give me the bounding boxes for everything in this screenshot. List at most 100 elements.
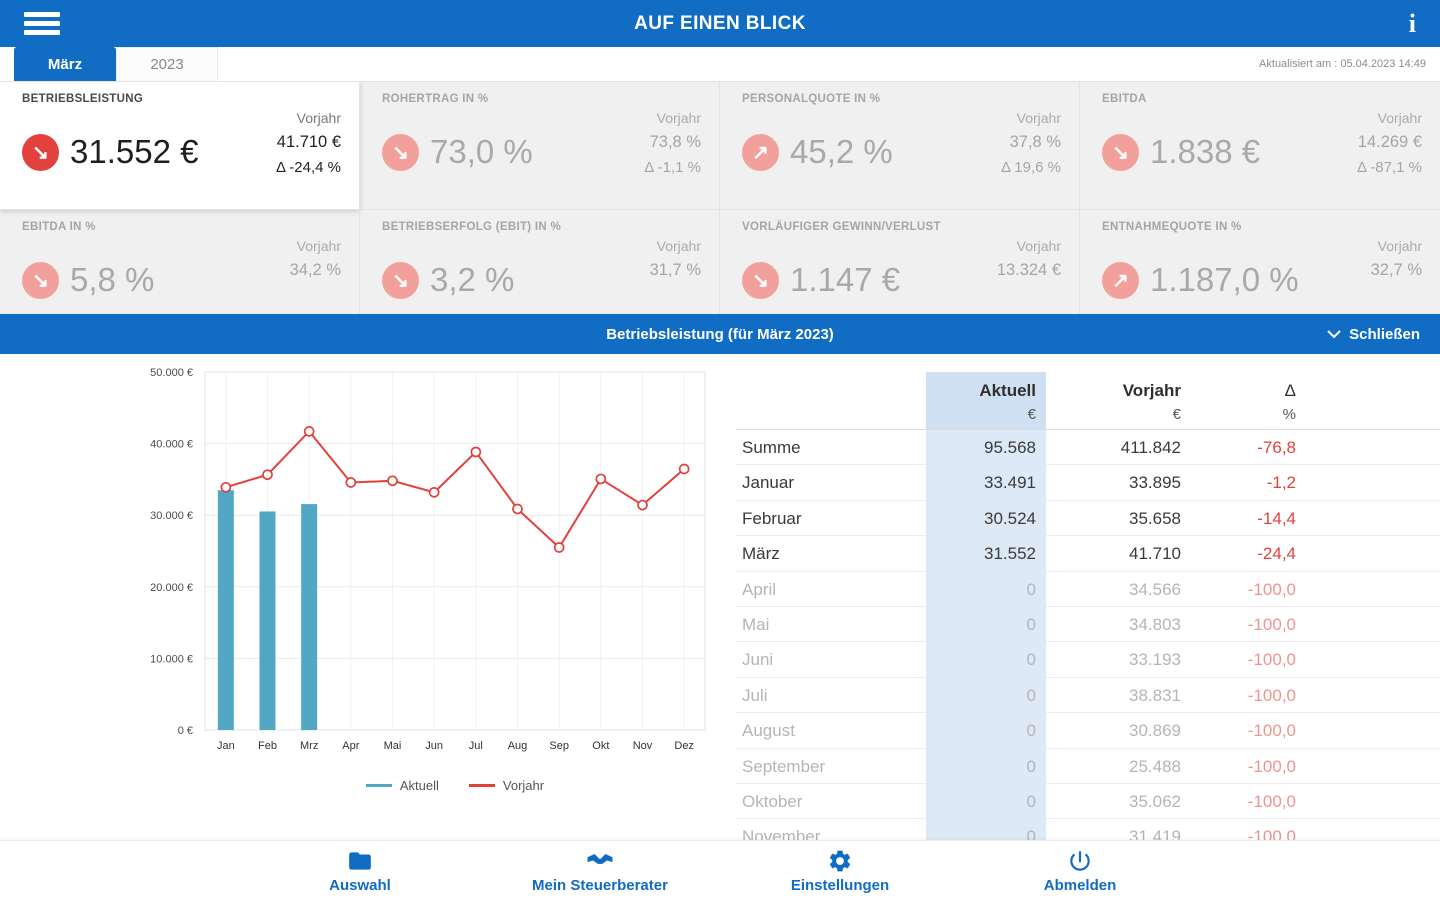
kpi-card-4[interactable]: EBITDA ↘ 1.838 € Vorjahr 14.269 € Δ -87,1 % [1080,82,1440,210]
kpi-title: ENTNAHMEQUOTE IN % [1102,221,1242,233]
kpi-value: 1.838 € [1150,133,1261,170]
kpi-delta: Δ -24,4 % [275,159,341,176]
row-vorjahr-value: 31.419 [1129,827,1181,840]
row-label: März [742,544,780,564]
kpi-card-1[interactable]: BETRIEBSLEISTUNG ↘ 31.552 € Vorjahr 41.710 €… [0,82,360,210]
svg-text:0 €: 0 € [178,725,193,737]
info-icon[interactable]: i [1408,8,1416,38]
kpi-value: 73,0 % [430,133,533,170]
svg-text:30.000 €: 30.000 € [150,510,193,522]
row-label: Januar [742,473,794,493]
svg-text:Okt: Okt [592,740,609,752]
row-aktuell-value: 33.491 [926,465,1046,501]
header-vorjahr: Vorjahr € [1046,372,1191,429]
trend-down-icon: ↘ [382,261,419,299]
header-empty [736,372,926,429]
kpi-vorjahr-label: Vorjahr [656,238,701,254]
kpi-card-5[interactable]: EBITDA IN % ↘ 5,8 % Vorjahr 34,2 % [0,210,360,314]
kpi-value: 31.552 € [70,133,199,170]
kpi-card-7[interactable]: VORLÄUFIGER GEWINN/VERLUST ↘ 1.147 € Vorjah… [720,210,1080,314]
row-vorjahr-value: 34.803 [1129,614,1181,634]
row-aktuell-value: 0 [926,606,1046,643]
kpi-title: VORLÄUFIGER GEWINN/VERLUST [742,221,941,233]
tab-maerz[interactable]: März [14,47,116,81]
nav-mein-steuerberater[interactable]: Mein Steuerberater [480,841,720,900]
power-icon [1070,850,1090,871]
operating-performance-chart: 0 € 10.000 € 20.000 € 30.000 € 40.000 € 50.00… [150,367,706,752]
row-vorjahr-value: 25.488 [1129,756,1181,776]
row-label: September [742,756,826,776]
row-delta-value: -14,4 [1257,508,1296,528]
header-label: Δ [1284,381,1296,400]
header-label: Aktuell [979,381,1036,400]
table-row-mai: Mai 0 34.803 -100,0 [736,606,1440,643]
updated-timestamp: Aktualisiert am : 05.04.2023 14:49 [1259,58,1426,70]
nav-abmelden[interactable]: Abmelden [960,841,1200,900]
header-unit: € [1172,406,1181,423]
row-vorjahr-value: 34.566 [1129,579,1181,599]
svg-text:Aug: Aug [508,740,528,752]
legend-label: Aktuell [399,778,439,793]
kpi-vorjahr-value: 32,7 % [1370,261,1422,279]
row-label: April [742,579,777,599]
chevron-down-icon [1327,329,1341,338]
detail-content: 0 €10.000 €20.000 €30.000 €40.000 €50.00… [0,354,1440,840]
table-row-januar: Januar 33.491 33.895 -1,2 [736,465,1440,501]
table-row-november: November 0 31.419 -100,0 [736,819,1440,840]
kpi-value: 45,2 % [790,133,893,170]
row-vorjahr-value: 41.710 [1129,544,1181,564]
kpi-vorjahr-value: 37,8 % [1009,133,1061,151]
nav-label: Auswahl [329,876,391,894]
folder-icon [349,851,371,870]
row-delta-value: -100,0 [1247,721,1296,741]
hamburger-menu-icon[interactable] [24,8,60,39]
kpi-value: 3,2 % [430,261,515,298]
row-aktuell-value: 30.524 [926,500,1046,537]
trend-down-icon: ↘ [1102,133,1139,171]
detail-section-bar: Betriebsleistung (für März 2023) Schließ… [0,314,1440,354]
table-row-märz: März 31.552 41.710 -24,4 [736,536,1440,572]
row-vorjahr-value: 33.895 [1129,473,1181,493]
tab-2023[interactable]: 2023 [116,47,218,81]
chart-pane: 0 € 10.000 € 20.000 € 30.000 € 40.000 € 50.00… [0,354,730,840]
kpi-delta: Δ -1,1 % [644,159,701,176]
row-label: Juni [742,650,774,670]
nav-label: Einstellungen [790,876,890,894]
kpi-card-8[interactable]: ENTNAHMEQUOTE IN % ↗ 1.187,0 % Vorjahr 32,7 … [1080,210,1440,314]
svg-text:Feb: Feb [258,740,277,752]
header-unit: % [1282,406,1296,423]
kpi-vorjahr-value: 14.269 € [1357,133,1422,151]
nav-einstellungen[interactable]: Einstellungen [720,841,960,900]
kpi-vorjahr-label: Vorjahr [1016,110,1061,126]
svg-text:10.000 €: 10.000 € [150,653,193,665]
kpi-vorjahr-label: Vorjahr [1377,238,1422,254]
svg-text:Jul: Jul [469,740,483,752]
table-row-februar: Februar 30.524 35.658 -14,4 [736,500,1440,537]
row-label: Summe [742,438,801,457]
nav-label: Abmelden [1043,876,1117,894]
row-delta-value: -100,0 [1247,579,1296,599]
kpi-card-6[interactable]: BETRIEBSERFOLG (EBIT) IN % ↘ 3,2 % Vorjahr 3… [360,210,720,314]
table-body: Summe 95.568 411.842 -76,8 Januar 33.491 33.89… [736,430,1440,840]
kpi-title: EBITDA [1102,93,1147,105]
kpi-value: 1.147 € [790,261,901,298]
row-aktuell-value: 31.552 [926,536,1046,572]
header-label: Vorjahr [1122,381,1181,400]
kpi-delta: Δ 19,6 % [1000,159,1061,176]
kpi-title: BETRIEBSERFOLG (EBIT) IN % [382,221,562,233]
kpi-vorjahr-value: 13.324 € [996,261,1061,279]
table-row-april: April 0 34.566 -100,0 [736,571,1440,607]
row-label: Oktober [742,791,803,811]
row-delta-value: -100,0 [1247,827,1296,840]
kpi-value: 1.187,0 % [1150,261,1299,298]
kpi-vorjahr-value: 31,7 % [649,261,701,279]
nav-label: Mein Steuerberater [532,876,668,894]
kpi-vorjahr-label: Vorjahr [296,110,341,126]
nav-auswahl[interactable]: Auswahl [240,841,480,900]
row-delta-value: -76,8 [1257,438,1296,457]
kpi-card-2[interactable]: ROHERTRAG IN % ↘ 73,0 % Vorjahr 73,8 % Δ -1,1… [360,82,720,210]
close-section-button[interactable]: Schließen [1327,326,1420,343]
kpi-card-3[interactable]: PERSONALQUOTE IN % ↗ 45,2 % Vorjahr 37,8 % Δ … [720,82,1080,210]
kpi-vorjahr-value: 73,8 % [649,133,701,151]
section-title: Betriebsleistung (für März 2023) [606,325,834,343]
